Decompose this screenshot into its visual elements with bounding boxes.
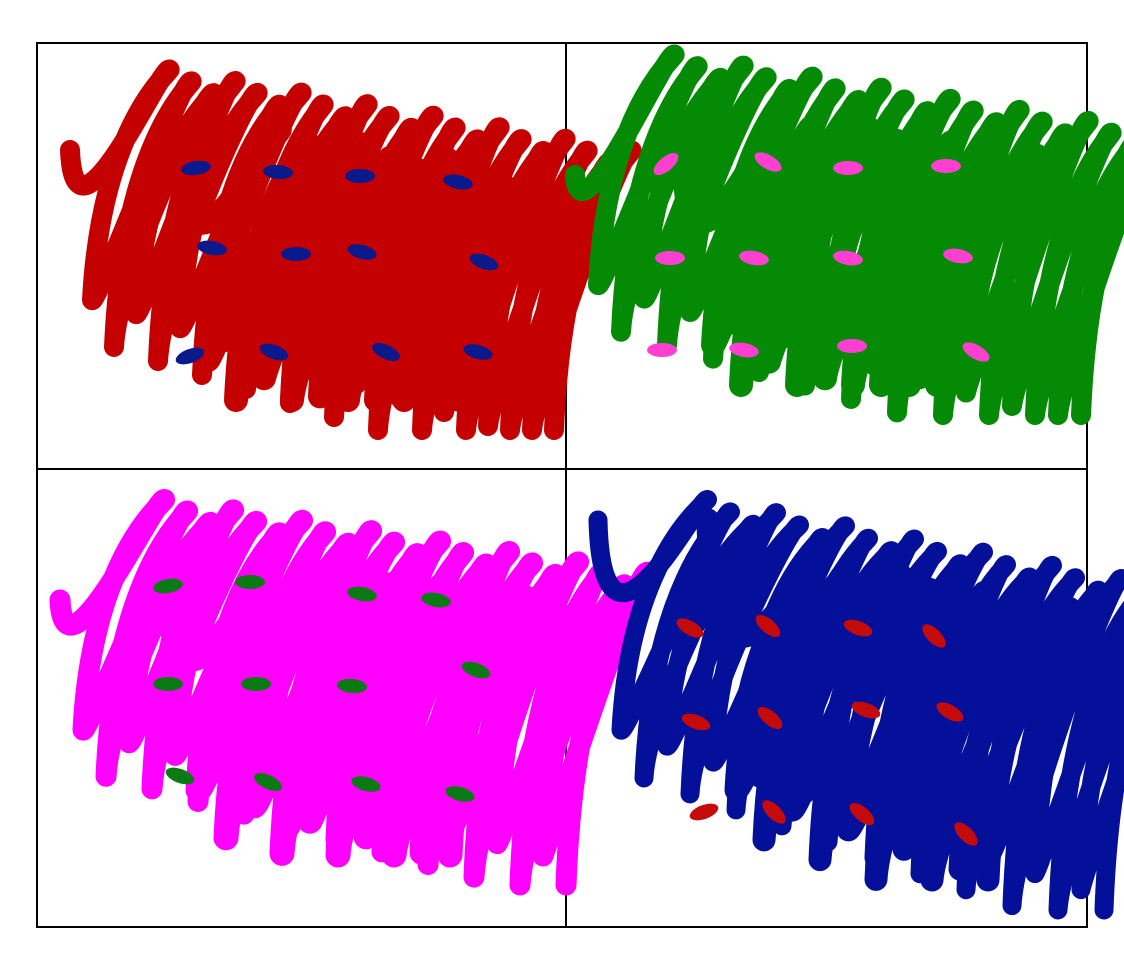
dot-mark-top-right-3 bbox=[833, 161, 863, 175]
dot-mark-top-left-10 bbox=[259, 343, 289, 361]
dot-mark-bottom-left-7 bbox=[337, 678, 367, 694]
dot-mark-bottom-right-7 bbox=[851, 701, 881, 719]
dot-mark-bottom-left-9 bbox=[165, 767, 195, 785]
dot-mark-bottom-right-8 bbox=[936, 702, 964, 722]
dot-mark-bottom-right-5 bbox=[681, 713, 711, 731]
dot-mark-top-right-1 bbox=[653, 152, 679, 176]
dot-mark-top-right-7 bbox=[833, 250, 863, 266]
dot-mark-top-left-5 bbox=[197, 240, 227, 256]
dot-mark-top-left-2 bbox=[263, 164, 293, 180]
dot-mark-top-left-7 bbox=[347, 244, 377, 260]
horizontal-divider bbox=[38, 468, 1086, 470]
dot-mark-top-left-1 bbox=[181, 160, 211, 176]
dot-mark-bottom-left-1 bbox=[153, 578, 183, 594]
dot-mark-top-left-3 bbox=[345, 169, 375, 183]
dot-mark-bottom-left-8 bbox=[461, 661, 491, 679]
dot-mark-top-left-6 bbox=[281, 247, 311, 261]
dot-mark-top-right-10 bbox=[729, 342, 759, 358]
dot-mark-bottom-right-9 bbox=[689, 803, 719, 821]
dot-mark-bottom-left-10 bbox=[254, 773, 282, 791]
dot-mark-bottom-left-2 bbox=[235, 575, 265, 589]
dot-mark-top-left-8 bbox=[469, 253, 499, 271]
dot-mark-top-right-4 bbox=[931, 159, 961, 173]
dot-mark-top-left-9 bbox=[175, 347, 205, 365]
dot-mark-top-right-9 bbox=[647, 343, 677, 357]
dot-mark-bottom-right-4 bbox=[922, 624, 946, 648]
dot-mark-bottom-left-6 bbox=[241, 677, 271, 691]
scribble-core-top-left bbox=[168, 117, 544, 412]
dot-mark-bottom-right-11 bbox=[849, 802, 875, 826]
dot-mark-bottom-left-3 bbox=[347, 586, 377, 602]
dot-mark-bottom-right-1 bbox=[676, 618, 704, 638]
four-panel-grid bbox=[36, 42, 1088, 928]
dot-mark-top-left-4 bbox=[443, 174, 473, 190]
dot-mark-bottom-left-4 bbox=[421, 592, 451, 608]
dot-mark-top-right-12 bbox=[962, 342, 990, 362]
dot-mark-top-right-8 bbox=[943, 248, 973, 264]
dot-mark-top-left-11 bbox=[372, 343, 400, 361]
dot-mark-bottom-left-5 bbox=[153, 677, 183, 691]
dot-mark-top-right-5 bbox=[655, 251, 685, 265]
scribble-core-bottom-right bbox=[696, 508, 1081, 892]
scribble-core-top-right bbox=[673, 102, 1049, 397]
dot-mark-bottom-right-2 bbox=[755, 614, 781, 638]
dot-mark-top-right-11 bbox=[837, 339, 867, 353]
dot-mark-bottom-left-12 bbox=[445, 786, 475, 802]
dot-mark-bottom-right-3 bbox=[843, 619, 873, 637]
vertical-divider bbox=[565, 44, 567, 926]
dot-mark-top-right-2 bbox=[754, 152, 782, 172]
dot-mark-bottom-left-11 bbox=[351, 776, 381, 792]
dot-mark-top-left-12 bbox=[463, 344, 493, 360]
dot-mark-top-right-6 bbox=[739, 250, 769, 266]
scribble-core-bottom-left bbox=[157, 546, 539, 868]
dot-mark-bottom-right-10 bbox=[762, 800, 786, 824]
dot-mark-bottom-right-12 bbox=[954, 822, 978, 846]
dot-mark-bottom-right-6 bbox=[757, 706, 783, 730]
